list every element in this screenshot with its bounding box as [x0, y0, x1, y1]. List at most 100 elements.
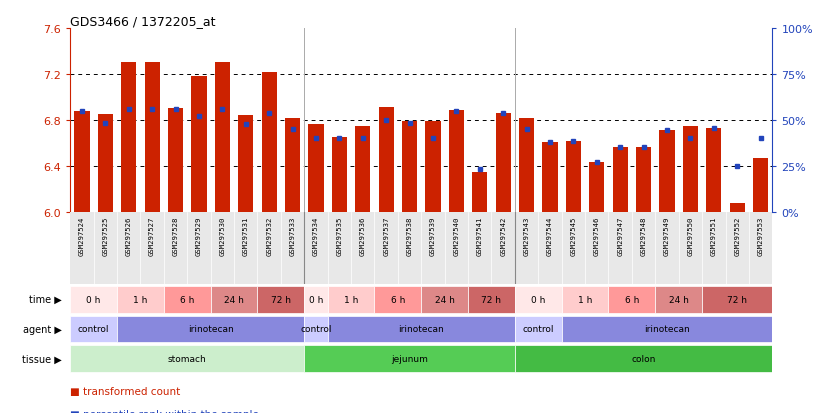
Bar [378, 108, 394, 212]
Text: GSM297551: GSM297551 [711, 216, 717, 255]
Bar [74, 112, 89, 212]
Text: GSM297553: GSM297553 [757, 216, 763, 255]
Text: 72 h: 72 h [482, 295, 501, 304]
Bar [328, 286, 374, 313]
Bar [258, 286, 304, 313]
Bar [425, 122, 440, 212]
Bar [706, 128, 721, 212]
Bar [304, 286, 328, 313]
Text: 6 h: 6 h [624, 295, 639, 304]
Bar [468, 286, 515, 313]
Text: 72 h: 72 h [271, 295, 291, 304]
Text: GSM297530: GSM297530 [220, 216, 225, 255]
Bar [402, 122, 417, 212]
Text: GSM297533: GSM297533 [290, 216, 296, 255]
Bar [496, 114, 510, 212]
Bar [262, 72, 277, 212]
Text: GSM297542: GSM297542 [501, 216, 506, 255]
Bar [355, 126, 370, 212]
Text: 1 h: 1 h [133, 295, 148, 304]
Text: GSM297539: GSM297539 [430, 216, 436, 255]
Bar [304, 346, 515, 372]
Text: agent ▶: agent ▶ [23, 324, 62, 334]
Text: GSM297526: GSM297526 [126, 216, 131, 255]
Bar [636, 148, 651, 212]
Text: 24 h: 24 h [224, 295, 244, 304]
Text: GSM297548: GSM297548 [641, 216, 647, 255]
Text: GSM297529: GSM297529 [196, 216, 202, 255]
Text: GSM297552: GSM297552 [734, 216, 740, 255]
Bar [519, 118, 534, 212]
Text: GSM297527: GSM297527 [150, 216, 155, 255]
Text: GSM297535: GSM297535 [336, 216, 342, 255]
Text: irinotecan: irinotecan [644, 325, 690, 334]
Text: GSM297538: GSM297538 [406, 216, 412, 255]
Text: ■ transformed count: ■ transformed count [70, 386, 180, 396]
Bar [374, 286, 421, 313]
Text: GSM297549: GSM297549 [664, 216, 670, 255]
Text: GSM297528: GSM297528 [173, 216, 178, 255]
Bar [683, 126, 698, 212]
Bar [332, 138, 347, 212]
Text: GSM297524: GSM297524 [79, 216, 85, 255]
Bar [449, 110, 464, 212]
Bar [659, 131, 675, 212]
Text: GDS3466 / 1372205_at: GDS3466 / 1372205_at [70, 15, 216, 28]
Text: GSM297547: GSM297547 [617, 216, 623, 255]
Bar [238, 116, 254, 212]
Text: 1 h: 1 h [344, 295, 358, 304]
Text: GSM297537: GSM297537 [383, 216, 389, 255]
Text: jejunum: jejunum [392, 354, 428, 363]
Bar [589, 163, 605, 212]
Text: GSM297540: GSM297540 [453, 216, 459, 255]
Bar [304, 316, 328, 342]
Text: GSM297541: GSM297541 [477, 216, 482, 255]
Text: GSM297534: GSM297534 [313, 216, 319, 255]
Bar [117, 316, 304, 342]
Text: 6 h: 6 h [180, 295, 194, 304]
Bar [515, 286, 562, 313]
Bar [566, 141, 581, 212]
Bar [121, 63, 136, 212]
Text: stomach: stomach [168, 354, 206, 363]
Bar [70, 346, 304, 372]
Bar [729, 203, 745, 212]
Bar [421, 286, 468, 313]
Text: 24 h: 24 h [434, 295, 454, 304]
Text: time ▶: time ▶ [29, 294, 62, 304]
Text: 6 h: 6 h [391, 295, 405, 304]
Text: 72 h: 72 h [727, 295, 748, 304]
Text: control: control [78, 325, 109, 334]
Bar [328, 316, 515, 342]
Text: GSM297543: GSM297543 [524, 216, 529, 255]
Text: tissue ▶: tissue ▶ [22, 354, 62, 364]
Bar [613, 148, 628, 212]
Text: irinotecan: irinotecan [188, 325, 234, 334]
Bar [609, 286, 655, 313]
Bar [168, 109, 183, 212]
Text: 1 h: 1 h [578, 295, 592, 304]
Bar [70, 286, 117, 313]
Text: GSM297525: GSM297525 [102, 216, 108, 255]
Text: GSM297531: GSM297531 [243, 216, 249, 255]
Bar [562, 316, 772, 342]
Bar [97, 115, 113, 212]
Bar [192, 77, 206, 212]
Text: GSM297545: GSM297545 [571, 216, 577, 255]
Bar [472, 172, 487, 212]
Bar [145, 63, 159, 212]
Text: 24 h: 24 h [669, 295, 689, 304]
Text: GSM297536: GSM297536 [360, 216, 366, 255]
Text: GSM297550: GSM297550 [687, 216, 693, 255]
Bar [515, 316, 562, 342]
Bar [285, 118, 300, 212]
Text: 0 h: 0 h [531, 295, 545, 304]
Bar [117, 286, 164, 313]
Text: ■ percentile rank within the sample: ■ percentile rank within the sample [70, 409, 259, 413]
Bar [70, 316, 117, 342]
Bar [753, 159, 768, 212]
Bar [515, 346, 772, 372]
Text: control: control [523, 325, 554, 334]
Text: GSM297544: GSM297544 [547, 216, 553, 255]
Text: GSM297532: GSM297532 [266, 216, 272, 255]
